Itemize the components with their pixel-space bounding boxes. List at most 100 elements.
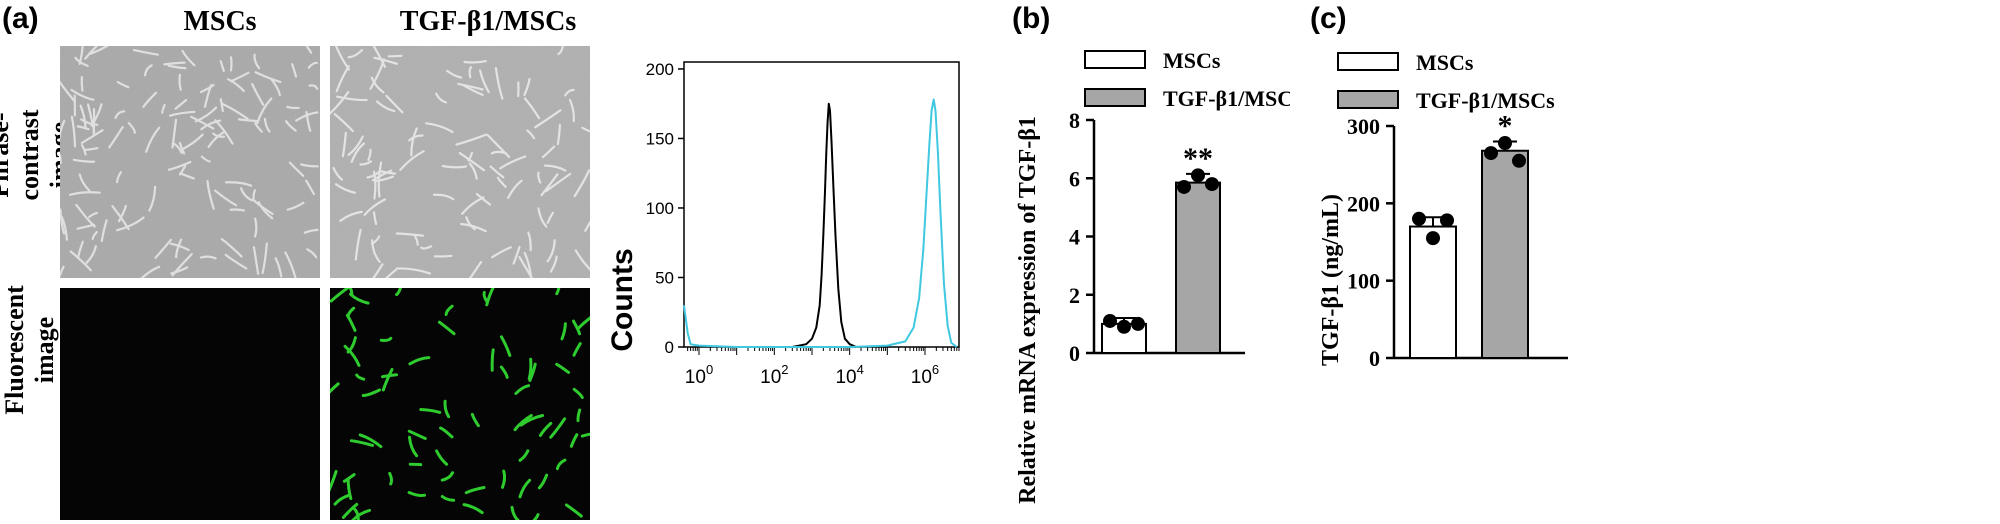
- cell-mark: [74, 56, 89, 67]
- cell-mark: [518, 256, 534, 278]
- row-label-phase-line1: Phrase-contrast: [0, 109, 44, 201]
- histogram-series-cyan: [683, 98, 958, 348]
- histogram-chart: Counts 0 50 100 150 200 100 102 104 106: [606, 60, 960, 388]
- cell-mark: [291, 63, 298, 78]
- histogram-ytick-label: 100: [646, 199, 674, 218]
- cell-mark: [254, 217, 258, 238]
- histogram-series-black: [792, 102, 857, 348]
- cell-mark: [485, 288, 495, 307]
- legend-swatch-0: [1084, 50, 1146, 69]
- cell-mark: [60, 119, 66, 139]
- cell-mark: [303, 228, 319, 234]
- legend-label-1: TGF-β1/MSCs: [1163, 86, 1290, 111]
- cell-mark: [399, 150, 425, 171]
- ytick-label: 2: [1069, 283, 1080, 308]
- cell-mark: [145, 126, 161, 153]
- cell-mark: [576, 316, 590, 331]
- cell-mark: [285, 120, 297, 132]
- cell-mark: [91, 230, 98, 240]
- cell-mark: [363, 198, 386, 216]
- cell-mark: [441, 164, 468, 169]
- cell-mark: [465, 216, 476, 231]
- cell-mark: [154, 238, 172, 259]
- cell-mark: [499, 155, 527, 170]
- cell-mark: [433, 254, 453, 258]
- cell-mark: [84, 46, 99, 60]
- cell-mark: [180, 172, 195, 180]
- legend-swatch-0: [1337, 52, 1399, 71]
- cell-mark: [229, 208, 245, 212]
- cell-mark: [200, 119, 222, 131]
- cell-mark: [458, 152, 486, 172]
- cell-mark: [199, 83, 215, 94]
- data-point: [1484, 146, 1498, 161]
- cell-mark: [178, 141, 186, 155]
- cell-mark: [163, 61, 186, 66]
- cell-mark: [200, 155, 211, 163]
- cell-mark: [170, 266, 189, 275]
- cell-mark: [372, 211, 378, 225]
- cell-mark: [144, 64, 153, 77]
- cell-mark: [346, 477, 353, 500]
- cell-mark: [108, 126, 124, 149]
- cell-mark: [307, 61, 318, 69]
- bar-1: [1481, 149, 1529, 359]
- ytick-label: 6: [1069, 166, 1080, 191]
- cell-mark: [523, 97, 541, 120]
- cell-mark: [569, 433, 579, 448]
- cell-mark: [219, 98, 224, 112]
- cell-mark: [407, 491, 426, 498]
- cell-mark: [372, 170, 377, 200]
- column-title-mscs: MSCs: [183, 6, 257, 37]
- cell-mark: [306, 248, 318, 259]
- cell-mark: [295, 111, 319, 122]
- cell-mark: [70, 115, 77, 148]
- data-point: [1103, 313, 1117, 328]
- cell-mark: [584, 221, 590, 232]
- data-point: [1117, 319, 1131, 334]
- cell-mark: [467, 151, 474, 162]
- cell-mark: [372, 46, 386, 68]
- significance-mark-1: **: [1183, 142, 1213, 175]
- cell-mark: [523, 252, 533, 278]
- cell-mark: [388, 471, 394, 486]
- cell-mark: [190, 115, 215, 130]
- cell-mark: [288, 161, 305, 177]
- cell-mark: [538, 421, 553, 437]
- micrograph-fluor-tgf-mscs: [330, 288, 590, 520]
- cell-mark: [84, 147, 99, 151]
- histogram-ytick-label: 200: [646, 60, 674, 79]
- cell-mark: [440, 471, 455, 482]
- cell-mark: [350, 142, 365, 163]
- cell-mark: [181, 133, 204, 151]
- cell-mark: [60, 265, 65, 278]
- cell-mark: [254, 71, 282, 84]
- cell-mark: [369, 58, 386, 90]
- cell-mark: [443, 399, 451, 419]
- cell-mark: [251, 83, 265, 106]
- cell-mark: [384, 268, 397, 278]
- cell-mark: [69, 191, 101, 196]
- cell-mark: [437, 320, 456, 336]
- bar-0: [1409, 225, 1457, 359]
- cell-mark: [385, 94, 404, 114]
- cell-mark: [212, 132, 226, 138]
- cell-mark: [358, 433, 383, 449]
- cell-mark: [510, 505, 520, 520]
- cell-mark: [387, 54, 403, 58]
- ytick-label: 0: [1369, 346, 1380, 371]
- histogram-ylabel: Counts: [606, 248, 639, 351]
- cell-mark: [395, 267, 431, 275]
- cell-mark: [169, 242, 190, 252]
- data-point: [1440, 213, 1454, 228]
- cell-mark: [351, 508, 371, 520]
- cell-mark: [169, 110, 196, 117]
- cell-mark: [496, 176, 507, 188]
- cell-mark: [76, 125, 90, 131]
- cell-mark: [60, 215, 68, 241]
- cell-mark: [549, 255, 558, 273]
- cell-mark: [373, 56, 398, 65]
- cell-mark: [254, 122, 263, 133]
- cell-mark: [60, 208, 66, 235]
- legend-label-0: MSCs: [1416, 50, 1474, 75]
